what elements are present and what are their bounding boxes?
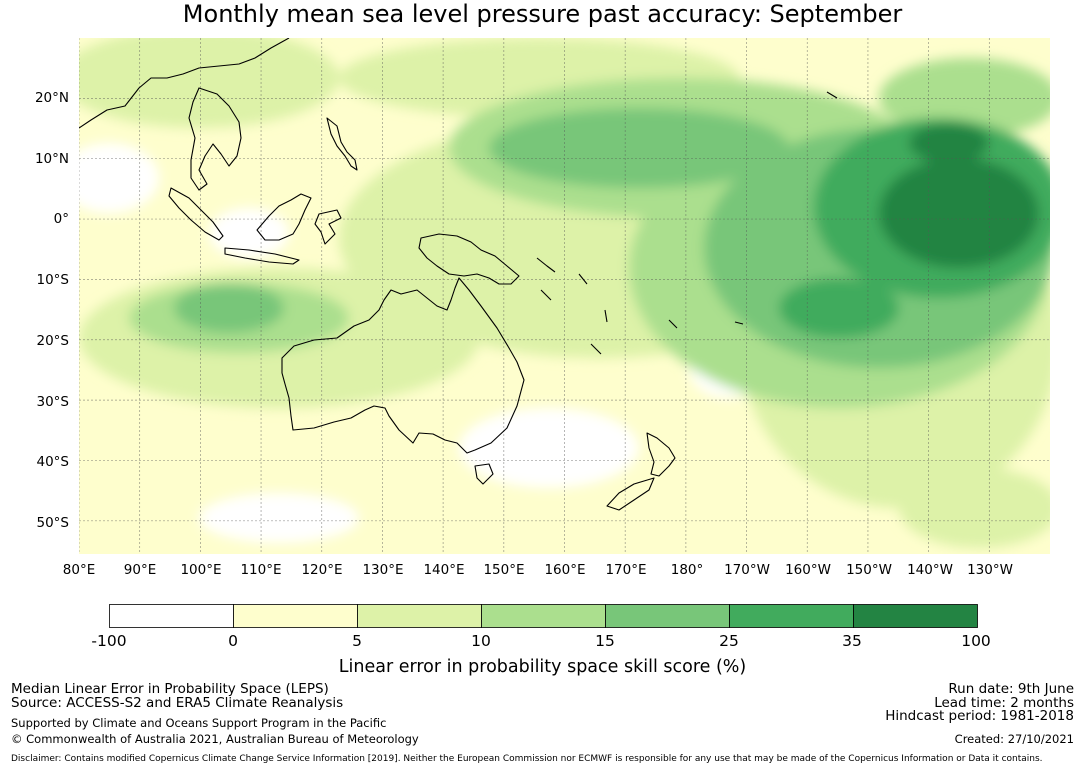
lon-tick-80e: 80°E bbox=[62, 562, 96, 578]
lon-tick-150w: 150°W bbox=[846, 562, 892, 578]
new-zealand-south-coastline bbox=[606, 477, 655, 511]
skill-patch-white bbox=[209, 208, 289, 258]
mainland-asia-coastline bbox=[79, 38, 290, 129]
colorbar-segment bbox=[109, 604, 234, 628]
lat-tick-10s: 10°S bbox=[36, 272, 70, 288]
australia-coastline bbox=[281, 277, 525, 454]
colorbar-segment bbox=[481, 604, 606, 628]
lon-tick-150e: 150°E bbox=[483, 562, 525, 578]
sulawesi-coastline bbox=[314, 209, 342, 245]
source-text: Source: ACCESS-S2 and ERA5 Climate Reana… bbox=[11, 695, 344, 711]
colorbar-segment bbox=[233, 604, 358, 628]
pacific-islands-coastline bbox=[536, 91, 838, 355]
colorbar-tick: 25 bbox=[719, 632, 739, 650]
borneo-coastline bbox=[256, 193, 312, 241]
colorbar-tick: 0 bbox=[228, 632, 238, 650]
philippines-coastline bbox=[326, 117, 358, 171]
colorbar-label: Linear error in probability space skill … bbox=[338, 657, 747, 677]
lon-tick-180: 180° bbox=[670, 562, 704, 578]
skill-score-map bbox=[79, 38, 1050, 554]
lead-time-text: Lead time: 2 months bbox=[934, 695, 1074, 711]
lon-tick-160w: 160°W bbox=[785, 562, 831, 578]
new-zealand-north-coastline bbox=[646, 432, 676, 477]
skill-patch-35-100 bbox=[879, 158, 1039, 268]
lon-tick-130e: 130°E bbox=[362, 562, 404, 578]
colorbar-tick: 35 bbox=[842, 632, 862, 650]
colorbar bbox=[109, 604, 978, 628]
lat-tick-40s: 40°S bbox=[36, 454, 70, 470]
indochina-coastline bbox=[188, 87, 242, 191]
lon-tick-130w: 130°W bbox=[967, 562, 1013, 578]
lon-tick-120e: 120°E bbox=[301, 562, 343, 578]
skill-patch-5-10 bbox=[79, 38, 339, 128]
map-title: Monthly mean sea level pressure past acc… bbox=[182, 0, 903, 28]
lon-tick-160e: 160°E bbox=[544, 562, 586, 578]
colorbar-segment bbox=[853, 604, 978, 628]
skill-patch-25-35 bbox=[779, 278, 899, 338]
colorbar-tick: 5 bbox=[352, 632, 362, 650]
run-date-text: Run date: 9th June bbox=[948, 681, 1074, 697]
java-coastline bbox=[224, 247, 300, 265]
sumatra-coastline bbox=[168, 187, 224, 241]
colorbar-tick: 100 bbox=[961, 632, 991, 650]
lat-tick-30s: 30°S bbox=[36, 394, 70, 410]
lat-tick-20n: 20°N bbox=[34, 90, 69, 106]
colorbar-segment bbox=[729, 604, 854, 628]
coastlines bbox=[79, 38, 838, 511]
colorbar-segment bbox=[357, 604, 482, 628]
disclaimer-text: Disclaimer: Contains modified Copernicus… bbox=[11, 754, 1043, 764]
support-text: Supported by Climate and Oceans Support … bbox=[11, 716, 387, 730]
tasmania-coastline bbox=[474, 463, 494, 485]
colorbar-tick: 15 bbox=[595, 632, 615, 650]
skill-patch-15-25 bbox=[489, 108, 789, 188]
lon-tick-100e: 100°E bbox=[180, 562, 222, 578]
skill-patch-white bbox=[199, 493, 359, 543]
skill-patch-15-25 bbox=[174, 283, 284, 333]
lon-tick-110e: 110°E bbox=[240, 562, 282, 578]
lon-tick-140w: 140°W bbox=[907, 562, 953, 578]
lon-tick-170w: 170°W bbox=[724, 562, 770, 578]
lat-tick-10n: 10°N bbox=[34, 151, 69, 167]
colorbar-tick: -100 bbox=[91, 632, 127, 650]
colorbar-segment bbox=[605, 604, 730, 628]
lon-tick-170e: 170°E bbox=[605, 562, 647, 578]
new-guinea-coastline bbox=[418, 233, 520, 285]
lon-tick-140e: 140°E bbox=[423, 562, 465, 578]
method-text: Median Linear Error in Probability Space… bbox=[11, 681, 329, 697]
skill-patch-white bbox=[79, 143, 159, 213]
skill-patch-35-100 bbox=[909, 123, 989, 163]
lat-tick-50s: 50°S bbox=[36, 515, 70, 531]
lat-tick-0: 0° bbox=[53, 211, 69, 227]
lat-tick-20s: 20°S bbox=[36, 333, 70, 349]
skill-patch-5-10 bbox=[899, 468, 1050, 548]
skill-patch-10-15 bbox=[879, 58, 1050, 138]
created-text: Created: 27/10/2021 bbox=[954, 732, 1074, 746]
hindcast-text: Hindcast period: 1981-2018 bbox=[885, 708, 1074, 724]
skill-patch-white bbox=[459, 408, 639, 488]
lon-tick-90e: 90°E bbox=[123, 562, 157, 578]
colorbar-tick: 10 bbox=[471, 632, 491, 650]
copyright-text: © Commonwealth of Australia 2021, Austra… bbox=[11, 732, 419, 746]
